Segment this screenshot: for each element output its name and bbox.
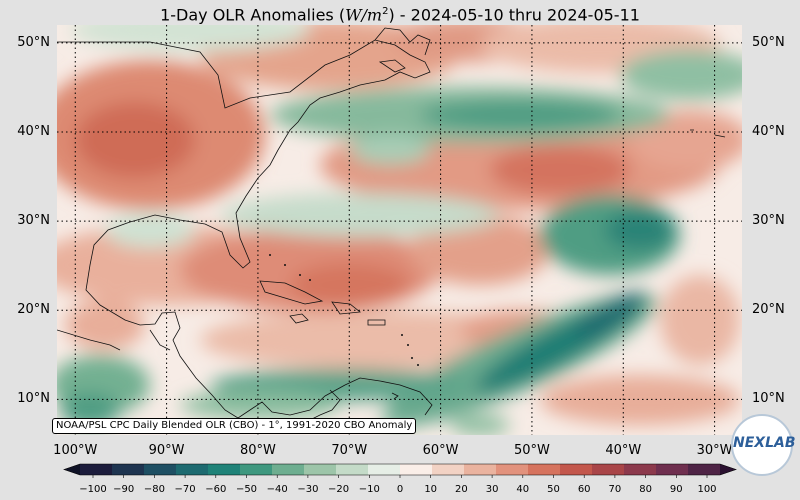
- colorbar-swatch: [272, 464, 305, 475]
- colorbar-swatch: [496, 464, 529, 475]
- colorbar-tick-label: 20: [455, 484, 468, 495]
- colorbar-swatch: [528, 464, 561, 475]
- colorbar-min-arrow: [64, 464, 80, 475]
- logo-text: NEXLAB: [733, 435, 796, 451]
- colorbar-tick-label: −70: [174, 484, 196, 495]
- colorbar-tick-label: −100: [79, 484, 107, 495]
- colorbar-tick-label: −20: [328, 484, 350, 495]
- colorbar-swatch: [208, 464, 241, 475]
- latitude-label: 30°N: [752, 213, 785, 229]
- colorbar-tick-label: −60: [205, 484, 227, 495]
- latitude-label: 20°N: [17, 302, 50, 318]
- colorbar-swatch: [464, 464, 497, 475]
- longitude-label: 90°W: [148, 443, 185, 458]
- colorbar-tick-label: −30: [297, 484, 319, 495]
- longitude-label: 100°W: [53, 443, 98, 458]
- colorbar-tick-label: −40: [266, 484, 288, 495]
- colorbar-swatch: [688, 464, 721, 475]
- nexlab-logo: NEXLAB: [731, 414, 796, 476]
- longitude-label: 40°W: [605, 443, 642, 458]
- colorbar-tick-label: 10: [424, 484, 438, 495]
- anomaly-field: [57, 25, 742, 435]
- colorbar-tick-label: 0: [396, 484, 404, 495]
- colorbar-swatch: [144, 464, 177, 475]
- longitude-label: 70°W: [331, 443, 368, 458]
- data-source-note: NOAA/PSL CPC Daily Blended OLR (CBO) - 1…: [52, 418, 417, 434]
- latitude-label: 10°N: [752, 391, 785, 407]
- longitude-label: 50°W: [513, 443, 550, 458]
- latitude-label: 50°N: [17, 34, 50, 50]
- colorbar-swatch: [560, 464, 593, 475]
- colorbar-tick-label: 90: [669, 484, 683, 495]
- colorbar-swatch: [432, 464, 465, 475]
- colorbar-swatch: [336, 464, 369, 475]
- latitude-label: 50°N: [752, 34, 785, 50]
- longitude-label: 60°W: [422, 443, 459, 458]
- colorbar-tick-label: −10: [358, 484, 380, 495]
- colorbar-swatch: [304, 464, 337, 475]
- graticule: [57, 25, 742, 435]
- colorbar-tick-label: 80: [639, 484, 652, 495]
- latitude-label: 30°N: [17, 213, 50, 229]
- map-title: 1-Day OLR Anomalies (W/m2) - 2024-05-10 …: [160, 5, 640, 25]
- colorbar-swatch: [112, 464, 145, 475]
- colorbar-swatch: [400, 464, 433, 475]
- colorbar-tick-label: 70: [608, 484, 622, 495]
- colorbar-swatch: [592, 464, 625, 475]
- colorbar-tick-label: 40: [516, 484, 530, 495]
- colorbar: [63, 463, 737, 478]
- colorbar-swatch: [368, 464, 401, 475]
- longitude-label: 30°W: [696, 443, 733, 458]
- colorbar-max-arrow: [720, 464, 736, 475]
- colorbar-tick-label: 100: [697, 484, 717, 495]
- colorbar-tick-label: −50: [235, 484, 258, 495]
- colorbar-tick-label: 50: [547, 484, 560, 495]
- colorbar-tick-label: −90: [113, 484, 135, 495]
- colorbar-swatch: [176, 464, 209, 475]
- latitude-label: 40°N: [17, 123, 50, 139]
- latitude-label: 10°N: [17, 391, 50, 407]
- longitude-label: 80°W: [239, 443, 276, 458]
- colorbar-swatch: [80, 464, 113, 475]
- colorbar-swatch: [656, 464, 689, 475]
- latitude-label: 20°N: [752, 302, 785, 318]
- colorbar-tick-label: 60: [577, 484, 591, 495]
- colorbar-swatch: [240, 464, 273, 475]
- small-islands: [269, 254, 419, 366]
- colorbar-tick-label: 30: [485, 484, 499, 495]
- latitude-label: 40°N: [752, 123, 785, 139]
- colorbar-swatch: [624, 464, 657, 475]
- colorbar-tick-label: −80: [143, 484, 165, 495]
- colorbar-outline: [63, 463, 737, 476]
